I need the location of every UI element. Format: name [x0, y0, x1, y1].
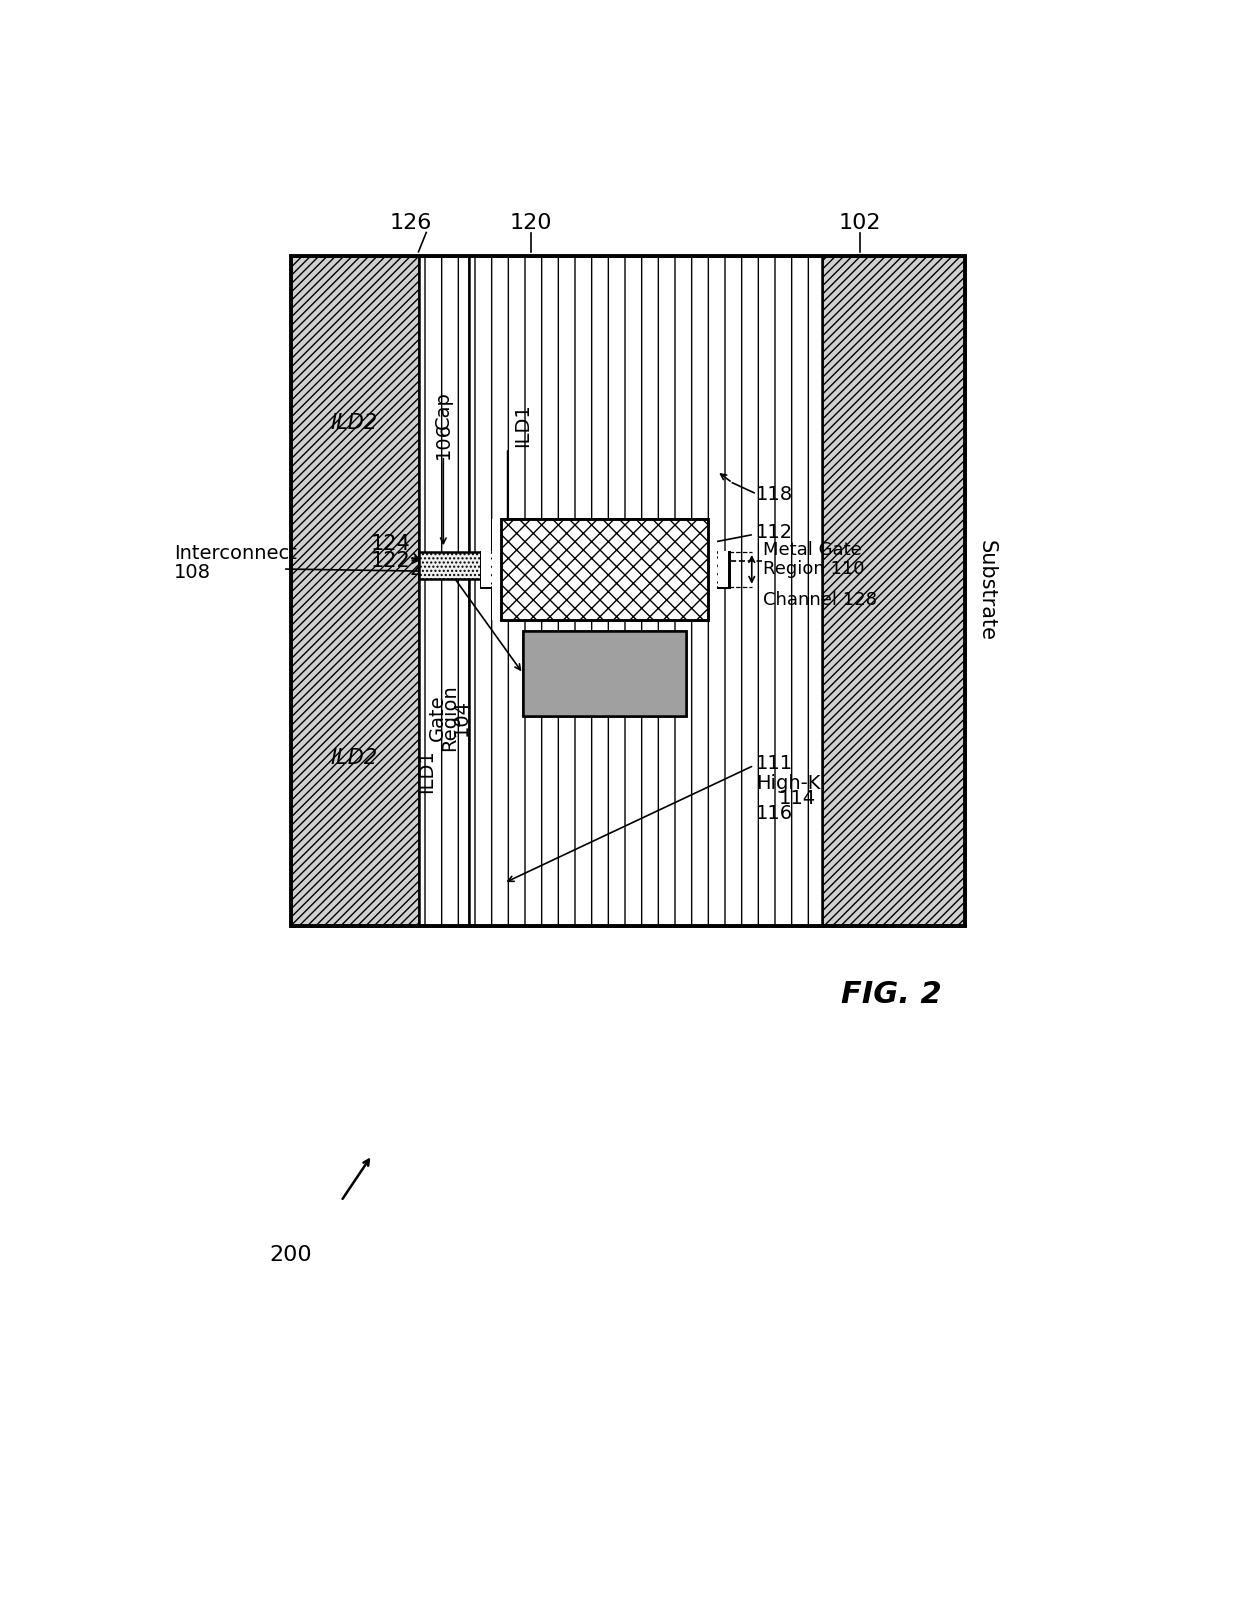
Bar	[481, 552, 729, 587]
Text: Substrate: Substrate	[977, 541, 997, 642]
Text: ILD2: ILD2	[331, 747, 378, 768]
Bar	[290, 255, 965, 926]
Text: 202: 202	[409, 560, 449, 579]
Text: 111: 111	[755, 754, 792, 773]
Text: Region: Region	[440, 685, 459, 751]
Text: 200: 200	[269, 1245, 312, 1266]
Bar	[821, 255, 965, 926]
Text: 108: 108	[175, 563, 211, 582]
Bar	[492, 520, 717, 545]
Bar	[523, 632, 686, 715]
Text: Channel 128: Channel 128	[764, 590, 878, 610]
Text: 126: 126	[389, 213, 432, 233]
Text: Interconnect: Interconnect	[175, 544, 298, 563]
Text: ILD1: ILD1	[417, 749, 435, 794]
Bar	[492, 593, 717, 619]
Bar	[481, 552, 728, 587]
Text: 112: 112	[755, 523, 792, 542]
Text: 104: 104	[451, 699, 471, 736]
Bar	[419, 552, 554, 579]
Bar	[492, 520, 501, 619]
Text: 116: 116	[755, 804, 792, 823]
Text: High-K: High-K	[755, 773, 820, 792]
Text: 106: 106	[434, 422, 453, 459]
Text: Region 110: Region 110	[764, 560, 864, 577]
Bar	[523, 632, 686, 715]
Bar	[481, 557, 729, 587]
Bar	[708, 520, 717, 619]
Text: ILD1: ILD1	[513, 403, 533, 448]
Bar	[501, 520, 708, 619]
Text: 102: 102	[839, 213, 882, 233]
Bar	[481, 552, 491, 587]
Bar	[481, 552, 729, 587]
Text: Gate: Gate	[428, 695, 448, 741]
Text: ILD2: ILD2	[331, 412, 378, 433]
Bar	[501, 520, 708, 619]
Text: FIG. 2: FIG. 2	[841, 980, 941, 1009]
Text: 124: 124	[371, 534, 410, 555]
Text: Cap: Cap	[434, 391, 453, 428]
Text: 114: 114	[779, 789, 816, 808]
Bar	[481, 552, 729, 582]
Text: Metal Gate: Metal Gate	[764, 541, 862, 558]
Bar	[469, 255, 821, 926]
Bar	[290, 255, 419, 926]
Bar	[419, 255, 469, 926]
Text: 120: 120	[510, 213, 552, 233]
Bar	[718, 552, 728, 587]
Text: 118: 118	[755, 484, 792, 504]
Bar	[501, 520, 708, 619]
Text: 122: 122	[371, 550, 410, 571]
Bar	[492, 545, 717, 593]
